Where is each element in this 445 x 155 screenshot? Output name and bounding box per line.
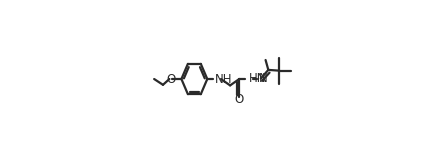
Text: HN: HN [248,72,266,85]
Text: NH: NH [215,73,233,86]
Text: N: N [259,72,268,85]
Text: O: O [235,93,244,106]
Text: O: O [166,73,175,86]
